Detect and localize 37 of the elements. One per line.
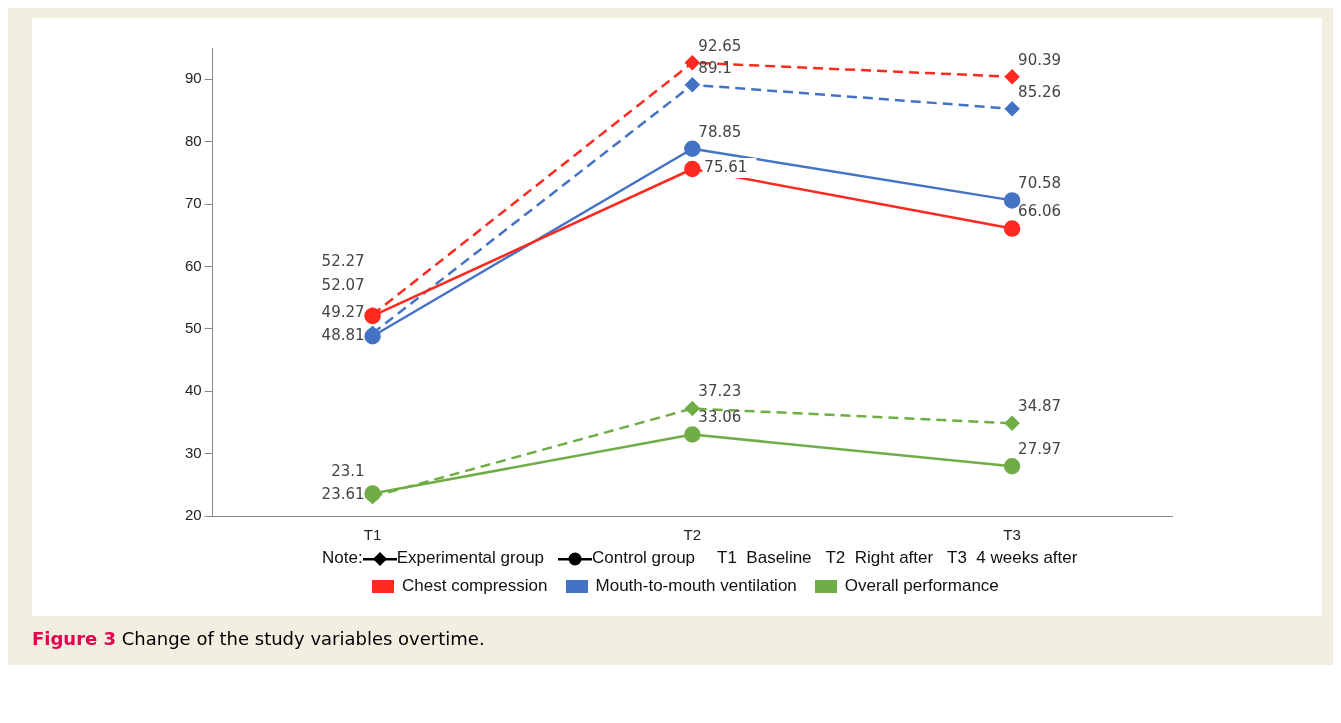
text: Mouth-to-mouth ventilation — [595, 576, 797, 595]
data-label: 85.26 — [1018, 82, 1062, 101]
data-label: 66.06 — [1018, 202, 1062, 221]
y-tick-label: 20 — [185, 506, 202, 524]
y-tick-label: 80 — [185, 131, 202, 149]
data-label: 90.39 — [1018, 50, 1062, 69]
x-tick-label: T1 — [363, 526, 382, 544]
y-tick-label: 60 — [185, 256, 202, 274]
data-label: 34.87 — [1018, 397, 1062, 416]
text: T1 Baseline T2 Right after T3 4 weeks after — [717, 548, 1078, 567]
data-label: 70.58 — [1018, 174, 1062, 193]
data-label: 49.27 — [321, 303, 365, 322]
y-tick-label: 50 — [185, 318, 202, 336]
data-label: 48.81 — [321, 326, 365, 345]
data-label: 27.97 — [1018, 440, 1062, 459]
text: Overall performance — [844, 576, 999, 595]
data-label: 75.61 — [704, 157, 748, 176]
data-label: 89.1 — [698, 58, 732, 77]
x-tick-label: T3 — [1003, 526, 1021, 544]
data-label: 52.27 — [321, 251, 365, 270]
data-label: 23.1 — [331, 461, 365, 480]
data-label: 52.07 — [321, 275, 365, 294]
text: Experimental group — [396, 548, 545, 567]
y-tick-label: 30 — [185, 443, 202, 461]
caption: Figure 3 Change of the study variables overtime. — [31, 627, 486, 651]
y-tick-label: 40 — [185, 381, 202, 399]
text: Control group — [592, 548, 696, 567]
x-tick-label: T2 — [683, 526, 702, 544]
text: Chest compression — [402, 576, 548, 595]
text: Note: — [322, 548, 363, 567]
data-label: 92.65 — [698, 36, 742, 55]
data-label: 37.23 — [698, 382, 742, 401]
y-tick-label: 70 — [185, 194, 202, 212]
data-label: 78.85 — [698, 122, 742, 141]
data-label: 23.61 — [321, 485, 365, 504]
data-label: 33.06 — [698, 408, 742, 427]
y-tick-label: 90 — [185, 69, 202, 87]
